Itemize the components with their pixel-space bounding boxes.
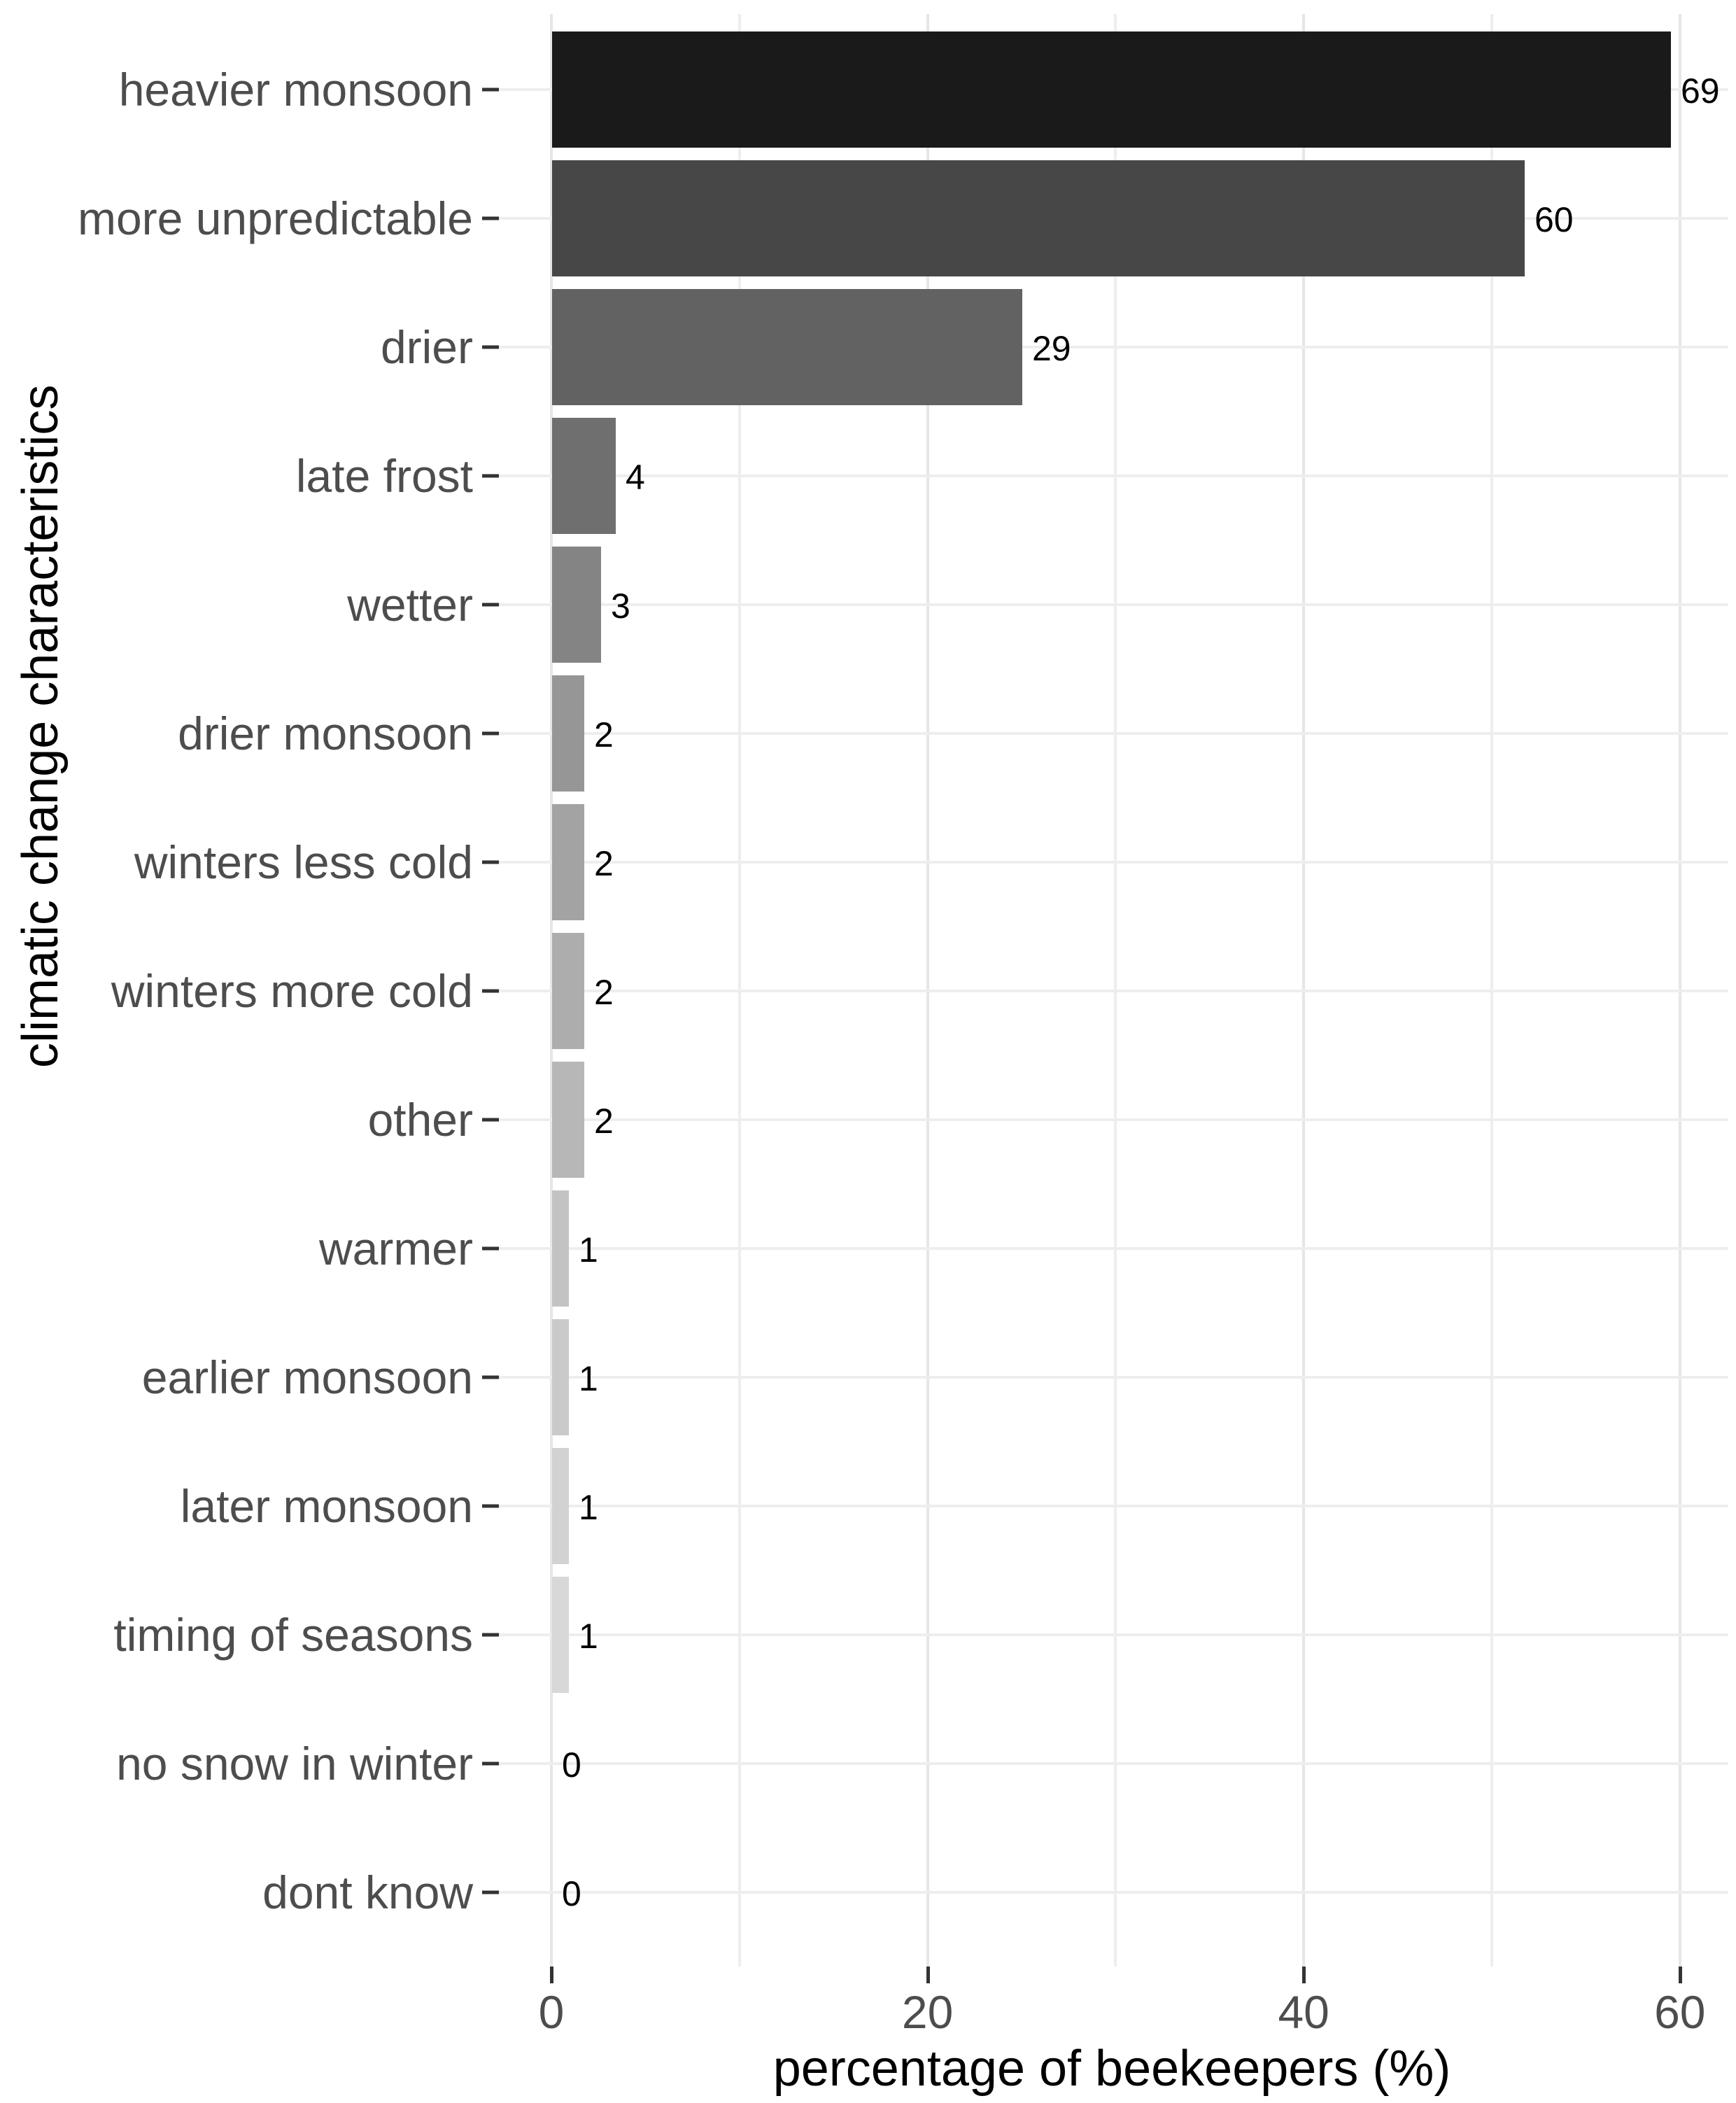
value-label: 2 <box>594 973 614 1012</box>
y-gridline <box>495 603 1728 606</box>
value-label: 2 <box>594 715 614 754</box>
category-label: no snow in winter <box>116 1738 473 1789</box>
y-axis-title: climatic change characteristics <box>13 384 69 1068</box>
category-label: drier <box>380 321 473 373</box>
y-tick-mark <box>482 1890 499 1894</box>
category-label: earlier monsoon <box>141 1351 473 1403</box>
x-axis-title: percentage of beekeepers (%) <box>772 2041 1451 2097</box>
y-tick-mark <box>482 603 499 607</box>
y-tick-mark <box>482 1633 499 1637</box>
y-tick-mark <box>482 1375 499 1379</box>
value-label: 29 <box>1032 329 1071 368</box>
y-tick-mark <box>482 87 499 92</box>
y-gridline <box>495 1376 1728 1379</box>
category-label: later monsoon <box>180 1480 473 1532</box>
value-label: 2 <box>594 1102 614 1141</box>
bar-more-unpredictable <box>552 160 1525 276</box>
value-label: 1 <box>579 1230 598 1269</box>
value-label: 69 <box>1681 71 1720 111</box>
value-label: 60 <box>1534 200 1574 239</box>
y-gridline <box>495 1633 1728 1636</box>
bar-other <box>552 1062 584 1178</box>
y-gridline <box>495 990 1728 992</box>
category-label: wetter <box>347 579 473 631</box>
bar-later-monsoon <box>552 1448 569 1564</box>
y-gridline <box>495 1891 1728 1894</box>
category-label: warmer <box>318 1223 473 1274</box>
category-label: heavier monsoon <box>118 64 473 115</box>
y-tick-mark <box>482 474 499 478</box>
value-label: 3 <box>611 586 630 626</box>
x-tick-mark <box>1678 1967 1682 1983</box>
y-gridline <box>495 1247 1728 1250</box>
x-tick-label: 60 <box>1654 1986 1706 2038</box>
y-tick-mark <box>482 216 499 220</box>
value-label: 0 <box>562 1874 581 1913</box>
bar-heavier-monsoon <box>552 31 1671 148</box>
value-label: 2 <box>594 844 614 883</box>
x-tick-mark <box>926 1967 930 1983</box>
y-gridline <box>495 1505 1728 1507</box>
bar-winters-more-cold <box>552 933 584 1049</box>
y-gridline <box>495 1762 1728 1765</box>
category-label: winters more cold <box>111 965 473 1017</box>
y-tick-mark <box>482 345 499 349</box>
y-gridline <box>495 732 1728 735</box>
category-label: other <box>367 1094 473 1146</box>
bar-warmer <box>552 1190 569 1307</box>
bar-drier <box>552 289 1022 405</box>
value-label: 0 <box>562 1745 581 1785</box>
y-tick-mark <box>482 1504 499 1508</box>
x-tick-label: 0 <box>538 1986 565 2038</box>
value-label: 1 <box>579 1359 598 1398</box>
y-gridline <box>495 346 1728 349</box>
x-tick-label: 20 <box>901 1986 954 2038</box>
y-tick-mark <box>482 1761 499 1766</box>
category-label: drier monsoon <box>178 708 473 759</box>
category-label: more unpredictable <box>78 192 473 244</box>
y-tick-mark <box>482 1118 499 1122</box>
bar-timing-of-seasons <box>552 1577 569 1693</box>
bar-earlier-monsoon <box>552 1319 569 1435</box>
category-label: late frost <box>295 450 473 502</box>
value-label: 4 <box>626 458 645 497</box>
x-tick-mark <box>550 1967 553 1983</box>
y-tick-mark <box>482 731 499 736</box>
y-gridline <box>495 861 1728 864</box>
y-tick-mark <box>482 989 499 993</box>
x-tick-mark <box>1302 1967 1306 1983</box>
y-tick-mark <box>482 860 499 864</box>
bar-late-frost <box>552 418 616 534</box>
bar-drier-monsoon <box>552 675 584 792</box>
bar-winters-less-cold <box>552 804 584 920</box>
value-label: 1 <box>579 1617 598 1656</box>
value-label: 1 <box>579 1488 598 1527</box>
y-gridline <box>495 474 1728 477</box>
bar-wetter <box>552 547 601 663</box>
y-gridline <box>495 1118 1728 1121</box>
x-tick-label: 40 <box>1278 1986 1329 2038</box>
y-tick-mark <box>482 1246 499 1251</box>
category-label: timing of seasons <box>113 1609 473 1661</box>
category-label: dont know <box>262 1866 473 1918</box>
category-label: winters less cold <box>134 836 473 888</box>
